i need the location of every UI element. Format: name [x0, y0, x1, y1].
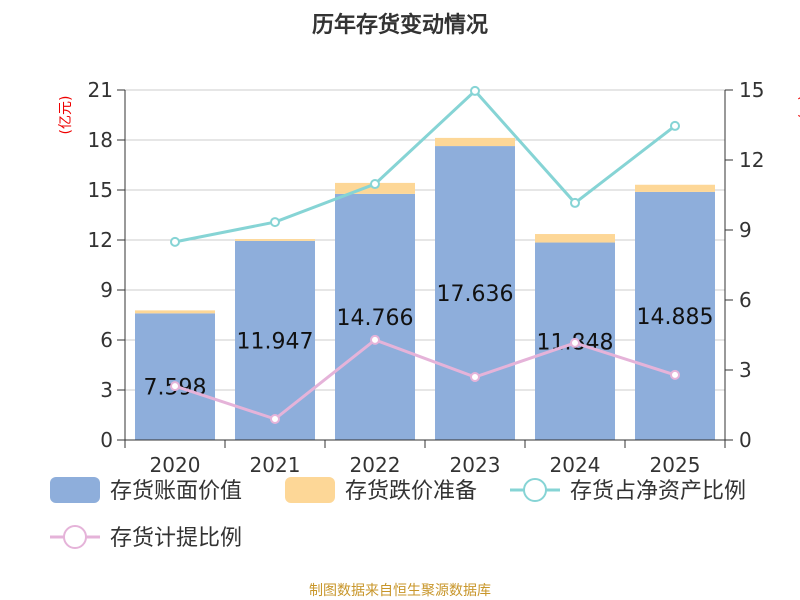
- source-note: 制图数据来自恒生聚源数据库: [309, 583, 491, 599]
- bar-value-label: 11.947: [237, 329, 314, 354]
- bar-book-value: [635, 191, 715, 440]
- line-series-provision-ratio: [174, 338, 676, 421]
- x-tick-label: 2025: [650, 453, 701, 477]
- right-tick-label: 9: [739, 218, 752, 242]
- bar-value-label: 14.766: [337, 306, 414, 331]
- legend-label: 存货账面价值: [110, 479, 242, 504]
- x-tick-label: 2023: [450, 453, 501, 477]
- right-tick-label: 0: [739, 428, 752, 452]
- bar-provision: [535, 234, 615, 243]
- left-tick-label: 9: [100, 278, 113, 302]
- line-point: [470, 372, 480, 382]
- left-tick-label: 12: [88, 228, 113, 252]
- legend-marker: [63, 525, 87, 549]
- x-tick-label: 2021: [250, 453, 301, 477]
- bar-book-value: [135, 313, 215, 440]
- bar-provision: [135, 310, 215, 314]
- line-point: [170, 236, 180, 247]
- legend-label: 存货占净资产比例: [570, 479, 746, 504]
- line-point: [570, 197, 580, 208]
- bar-provision: [635, 184, 715, 192]
- left-tick-label: 21: [88, 78, 113, 102]
- line-series-net-asset-ratio: [174, 88, 676, 244]
- bar-book-value: [435, 146, 515, 441]
- bar-value-label: 14.885: [637, 305, 714, 330]
- legend-swatch: [285, 477, 335, 503]
- line-point: [370, 334, 380, 345]
- line-point: [470, 85, 480, 96]
- line-point: [270, 414, 280, 424]
- left-tick-label: 0: [100, 428, 113, 452]
- bar-book-value: [335, 193, 415, 440]
- line-point: [270, 217, 280, 228]
- left-axis-label: (亿元): [58, 96, 74, 135]
- line-point: [170, 381, 180, 392]
- legend-marker: [523, 478, 547, 502]
- right-axis-label: (%): [796, 95, 800, 119]
- left-tick-label: 18: [88, 128, 113, 152]
- legend-label: 存货跌价准备: [345, 479, 477, 504]
- legend-label: 存货计提比例: [110, 526, 242, 551]
- line-point: [570, 337, 580, 348]
- right-tick-label: 6: [739, 288, 752, 312]
- x-tick-label: 2022: [350, 453, 401, 477]
- line-point: [670, 120, 680, 131]
- right-tick-label: 3: [739, 358, 752, 382]
- x-tick-label: 2024: [550, 453, 601, 477]
- x-tick-label: 2020: [150, 453, 201, 477]
- line-point: [370, 179, 380, 190]
- left-tick-label: 15: [88, 178, 113, 202]
- bar-book-value: [235, 240, 315, 440]
- right-tick-label: 15: [739, 78, 764, 102]
- chart-title: 历年存货变动情况: [312, 12, 488, 38]
- bar-value-label: 17.636: [437, 282, 514, 307]
- bar-provision: [435, 137, 515, 147]
- legend-swatch: [50, 477, 100, 503]
- bar-provision: [235, 239, 315, 241]
- left-tick-label: 6: [100, 328, 113, 352]
- left-tick-label: 3: [100, 378, 113, 402]
- line-point: [670, 369, 680, 380]
- right-tick-label: 12: [739, 148, 764, 172]
